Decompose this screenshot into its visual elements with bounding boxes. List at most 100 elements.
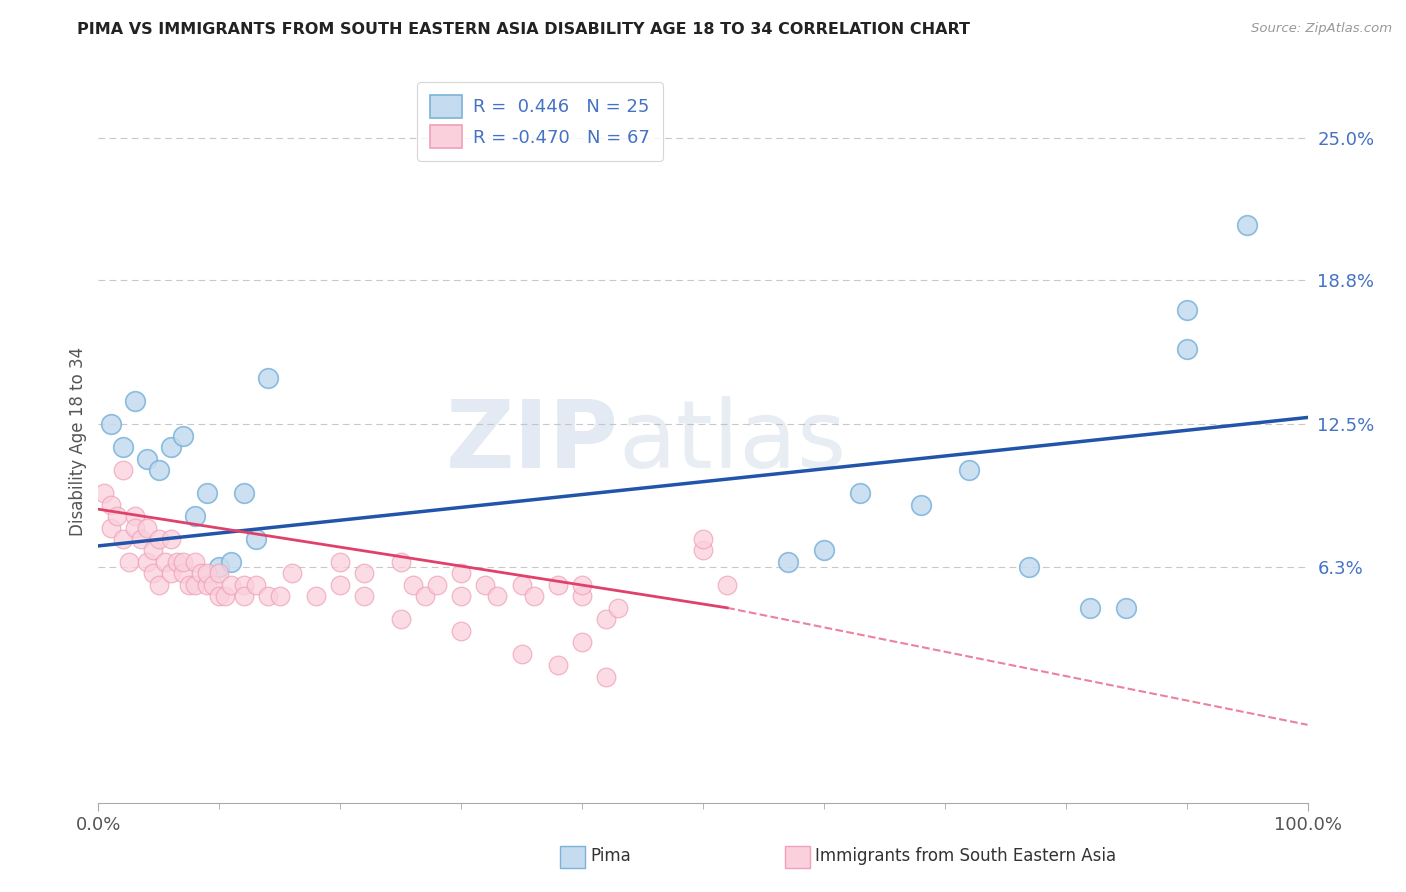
Point bbox=[221, 578, 243, 592]
Point bbox=[221, 555, 243, 569]
Point bbox=[195, 578, 218, 592]
Point bbox=[813, 543, 835, 558]
Point bbox=[1115, 600, 1137, 615]
Point bbox=[100, 498, 122, 512]
Point bbox=[172, 566, 194, 581]
Point bbox=[184, 509, 207, 524]
Point bbox=[214, 590, 236, 604]
Point bbox=[135, 555, 157, 569]
Point bbox=[849, 486, 872, 500]
Point bbox=[111, 463, 134, 477]
Point bbox=[172, 555, 194, 569]
Point bbox=[450, 624, 472, 638]
Point bbox=[389, 555, 412, 569]
Point bbox=[547, 658, 569, 673]
Point bbox=[195, 566, 218, 581]
Point bbox=[179, 578, 201, 592]
Point bbox=[269, 590, 291, 604]
Point bbox=[232, 590, 254, 604]
Point bbox=[1078, 600, 1101, 615]
Point bbox=[595, 670, 617, 684]
Point bbox=[547, 578, 569, 592]
Point bbox=[100, 417, 122, 432]
Point bbox=[474, 578, 496, 592]
Point bbox=[111, 440, 134, 454]
Point bbox=[571, 635, 593, 649]
Point bbox=[245, 532, 267, 546]
Point bbox=[135, 451, 157, 466]
Point bbox=[166, 555, 188, 569]
Point bbox=[510, 647, 533, 661]
Point bbox=[571, 590, 593, 604]
Point bbox=[160, 566, 183, 581]
Point bbox=[148, 463, 170, 477]
Point bbox=[256, 371, 278, 385]
Legend: R =  0.446   N = 25, R = -0.470   N = 67: R = 0.446 N = 25, R = -0.470 N = 67 bbox=[418, 82, 662, 161]
Point bbox=[142, 543, 165, 558]
Point bbox=[571, 578, 593, 592]
Point bbox=[353, 566, 375, 581]
Point bbox=[426, 578, 449, 592]
Text: PIMA VS IMMIGRANTS FROM SOUTH EASTERN ASIA DISABILITY AGE 18 TO 34 CORRELATION C: PIMA VS IMMIGRANTS FROM SOUTH EASTERN AS… bbox=[77, 22, 970, 37]
Point bbox=[118, 555, 141, 569]
Point bbox=[692, 543, 714, 558]
Point bbox=[232, 486, 254, 500]
Point bbox=[595, 612, 617, 626]
Point bbox=[389, 612, 412, 626]
Point bbox=[105, 509, 128, 524]
Point bbox=[256, 590, 278, 604]
Point bbox=[124, 520, 146, 534]
Point bbox=[716, 578, 738, 592]
Text: Immigrants from South Eastern Asia: Immigrants from South Eastern Asia bbox=[815, 847, 1116, 865]
Point bbox=[129, 532, 152, 546]
Point bbox=[1236, 218, 1258, 232]
Point bbox=[93, 486, 115, 500]
Point bbox=[607, 600, 630, 615]
Point bbox=[776, 555, 799, 569]
Point bbox=[329, 578, 352, 592]
Text: Pima: Pima bbox=[591, 847, 631, 865]
Point bbox=[148, 578, 170, 592]
Point bbox=[160, 532, 183, 546]
Point bbox=[184, 555, 207, 569]
Point bbox=[202, 578, 225, 592]
Point bbox=[957, 463, 980, 477]
Point bbox=[450, 566, 472, 581]
Point bbox=[510, 578, 533, 592]
Point bbox=[208, 590, 231, 604]
Point bbox=[413, 590, 436, 604]
Y-axis label: Disability Age 18 to 34: Disability Age 18 to 34 bbox=[69, 347, 87, 536]
Point bbox=[190, 566, 212, 581]
Point bbox=[910, 498, 932, 512]
Point bbox=[245, 578, 267, 592]
Point bbox=[195, 486, 218, 500]
Point bbox=[523, 590, 546, 604]
Point bbox=[100, 520, 122, 534]
Point bbox=[153, 555, 176, 569]
Point bbox=[1175, 342, 1198, 356]
Text: Source: ZipAtlas.com: Source: ZipAtlas.com bbox=[1251, 22, 1392, 36]
Point bbox=[450, 590, 472, 604]
Point bbox=[305, 590, 328, 604]
Point bbox=[160, 440, 183, 454]
Point bbox=[486, 590, 509, 604]
Point bbox=[208, 566, 231, 581]
Point bbox=[1175, 302, 1198, 317]
Point bbox=[402, 578, 425, 592]
Point bbox=[281, 566, 304, 581]
Point bbox=[124, 394, 146, 409]
Point bbox=[135, 520, 157, 534]
Point bbox=[353, 590, 375, 604]
Point bbox=[142, 566, 165, 581]
Point bbox=[1018, 559, 1040, 574]
Point bbox=[148, 532, 170, 546]
Point bbox=[232, 578, 254, 592]
Text: ZIP: ZIP bbox=[446, 395, 619, 488]
Point bbox=[111, 532, 134, 546]
Point bbox=[124, 509, 146, 524]
Point bbox=[329, 555, 352, 569]
Point bbox=[172, 429, 194, 443]
Point bbox=[692, 532, 714, 546]
Text: atlas: atlas bbox=[619, 395, 846, 488]
Point bbox=[184, 578, 207, 592]
